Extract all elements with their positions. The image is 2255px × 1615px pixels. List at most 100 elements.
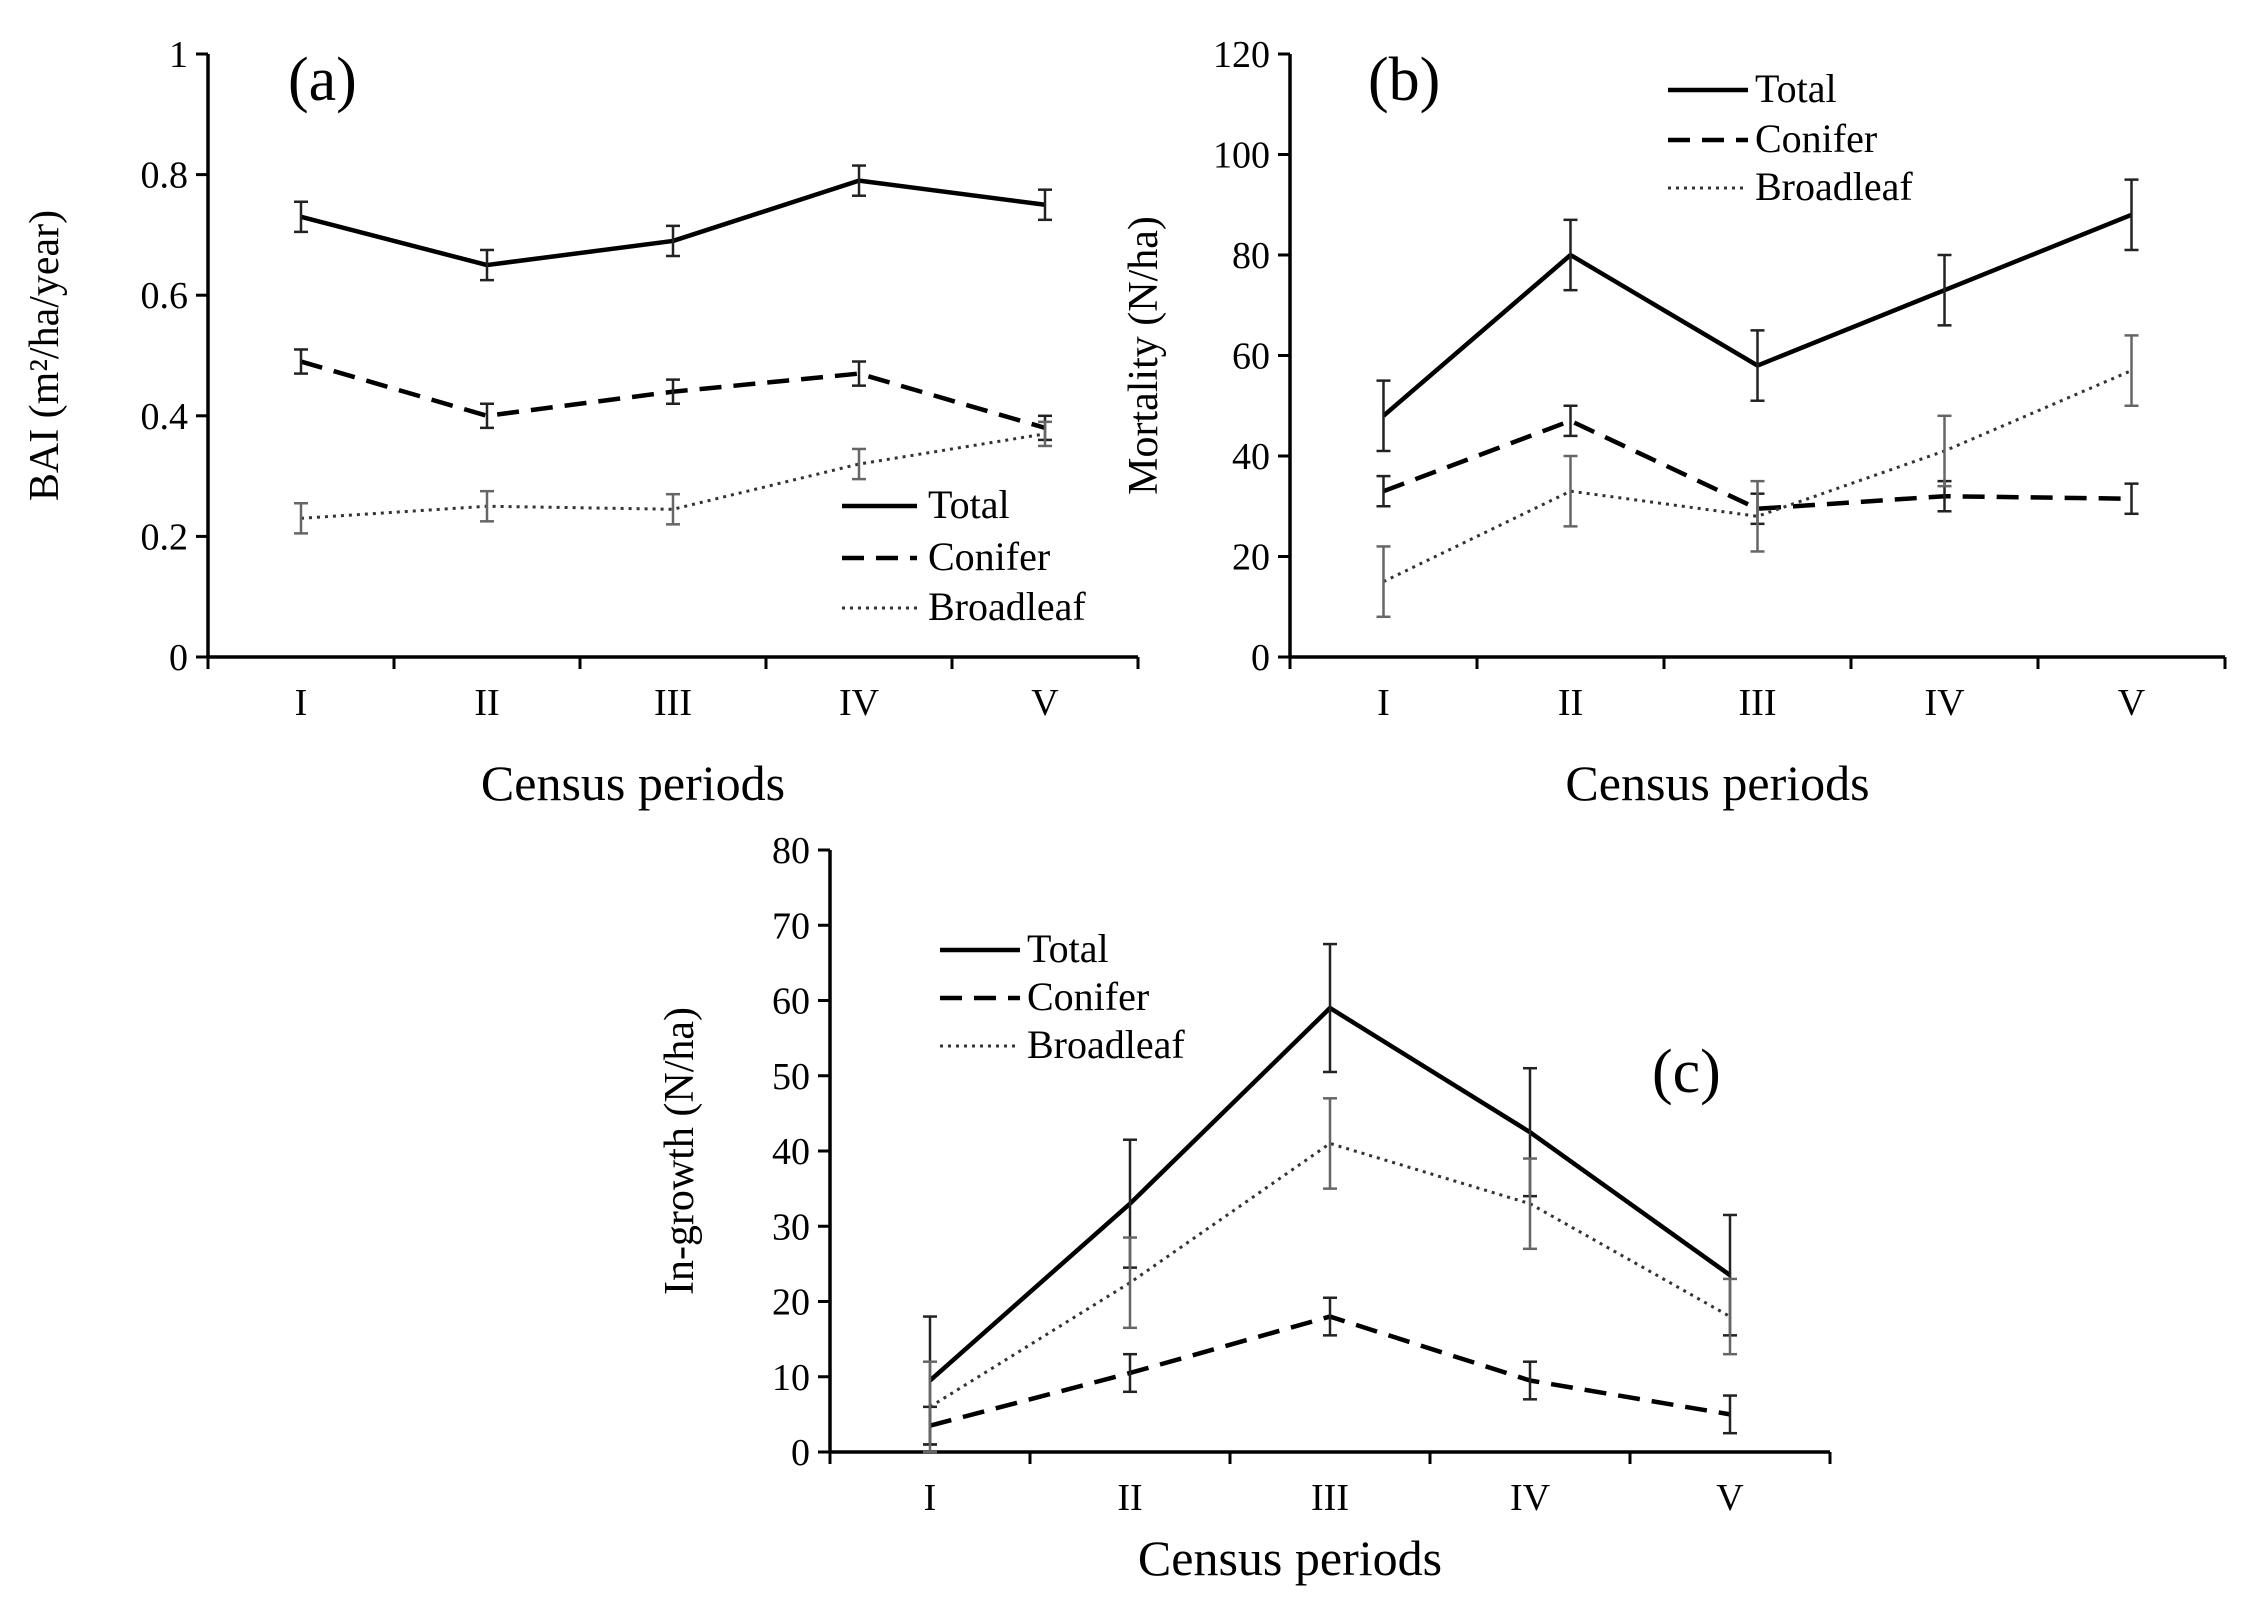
y-tick-label: 60: [1232, 336, 1270, 378]
x-tick-label: IV: [1510, 1477, 1551, 1519]
y-tick-label: 60: [772, 981, 810, 1023]
legend-label-total: Total: [1027, 926, 1109, 971]
legend-label-broadleaf: Broadleaf: [1027, 1022, 1185, 1067]
data-point: [1044, 432, 1046, 435]
y-tick-label: 0: [1251, 637, 1270, 679]
data-point: [672, 390, 674, 393]
data-point: [1329, 1142, 1331, 1145]
x-tick-label: III: [1311, 1477, 1349, 1519]
data-point: [672, 239, 674, 242]
legend-label-conifer: Conifer: [1755, 116, 1877, 161]
data-point: [1729, 1413, 1731, 1416]
data-point: [1382, 414, 1385, 417]
legend-label-total: Total: [928, 482, 1010, 527]
x-tick-label: V: [1031, 682, 1059, 724]
panel-label: (c): [1652, 1038, 1721, 1106]
y-tick-label: 40: [772, 1131, 810, 1173]
data-point: [1129, 1371, 1131, 1374]
y-tick-label: 0.4: [141, 396, 189, 438]
y-tick-label: 0.8: [141, 155, 189, 197]
data-point: [1756, 515, 1759, 518]
y-tick-label: 80: [1232, 235, 1270, 277]
data-point: [1756, 364, 1759, 367]
data-point: [1129, 1281, 1131, 1284]
y-tick-label: 0: [791, 1432, 810, 1474]
x-tick-label: II: [474, 682, 499, 724]
data-point: [486, 414, 488, 417]
panel-label: (a): [288, 46, 357, 114]
legend-label-conifer: Conifer: [928, 534, 1050, 579]
y-tick-label: 40: [1232, 436, 1270, 478]
series-line-broadleaf: [300, 432, 1046, 520]
data-point: [1382, 580, 1385, 583]
data-point: [2130, 497, 2133, 500]
y-tick-label: 1: [169, 34, 188, 76]
data-point: [858, 372, 860, 375]
data-point: [1729, 1315, 1731, 1318]
data-point: [1529, 1131, 1531, 1134]
y-tick-label: 100: [1213, 135, 1270, 177]
data-point: [672, 508, 674, 511]
series-line-broadleaf: [1382, 369, 2133, 583]
legend-label-total: Total: [1755, 66, 1837, 111]
y-tick-label: 0.2: [141, 516, 189, 558]
panel-label: (b): [1368, 46, 1440, 114]
x-tick-label: IV: [1924, 682, 1965, 724]
x-tick-label: V: [2118, 682, 2146, 724]
data-point: [300, 360, 302, 363]
data-point: [486, 505, 488, 508]
x-tick-label: V: [1716, 1477, 1744, 1519]
data-point: [2130, 369, 2133, 372]
data-point: [1044, 203, 1046, 206]
data-point: [1129, 1202, 1131, 1205]
x-tick-label: II: [1558, 682, 1583, 724]
data-point: [1569, 254, 1572, 256]
data-point: [300, 517, 302, 520]
x-axis-label: Census periods: [1565, 755, 1869, 811]
y-tick-label: 10: [772, 1357, 810, 1399]
y-tick-label: 50: [772, 1056, 810, 1098]
data-point: [1729, 1274, 1731, 1277]
x-axis-label: Census periods: [481, 755, 785, 811]
y-tick-label: 0: [169, 637, 188, 679]
y-tick-label: 0.6: [141, 275, 189, 317]
legend-label-broadleaf: Broadleaf: [928, 584, 1086, 629]
data-point: [300, 215, 302, 218]
y-tick-label: 80: [772, 830, 810, 872]
data-point: [1569, 490, 1572, 493]
data-point: [1329, 1315, 1331, 1318]
x-axis-label: Census periods: [1138, 1530, 1442, 1586]
y-tick-label: 20: [1232, 537, 1270, 579]
data-point: [486, 264, 488, 267]
x-tick-label: III: [654, 682, 692, 724]
y-axis-label: BAI (m²/ha/year): [22, 210, 68, 501]
y-axis-label: In-growth (N/ha): [657, 1007, 703, 1295]
x-tick-label: II: [1117, 1477, 1142, 1519]
x-tick-label: I: [295, 682, 308, 724]
y-axis-label: Mortality (N/ha): [1121, 216, 1167, 495]
y-tick-label: 70: [772, 905, 810, 947]
data-point: [1529, 1379, 1531, 1382]
y-tick-label: 30: [772, 1206, 810, 1248]
data-point: [1569, 419, 1572, 422]
data-point: [2130, 213, 2133, 216]
data-point: [1943, 449, 1946, 452]
data-point: [1382, 490, 1385, 493]
data-point: [1329, 1007, 1331, 1010]
y-tick-label: 20: [772, 1282, 810, 1324]
x-tick-label: IV: [839, 682, 880, 724]
data-point: [858, 179, 860, 182]
x-tick-label: III: [1739, 682, 1777, 724]
x-tick-label: I: [1377, 682, 1390, 724]
y-tick-label: 120: [1213, 34, 1270, 76]
legend-label-broadleaf: Broadleaf: [1755, 164, 1913, 209]
data-point: [929, 1405, 931, 1408]
data-point: [1529, 1202, 1531, 1205]
series-line-conifer: [1382, 418, 2132, 512]
data-point: [1943, 289, 1946, 292]
x-tick-label: I: [924, 1477, 937, 1519]
